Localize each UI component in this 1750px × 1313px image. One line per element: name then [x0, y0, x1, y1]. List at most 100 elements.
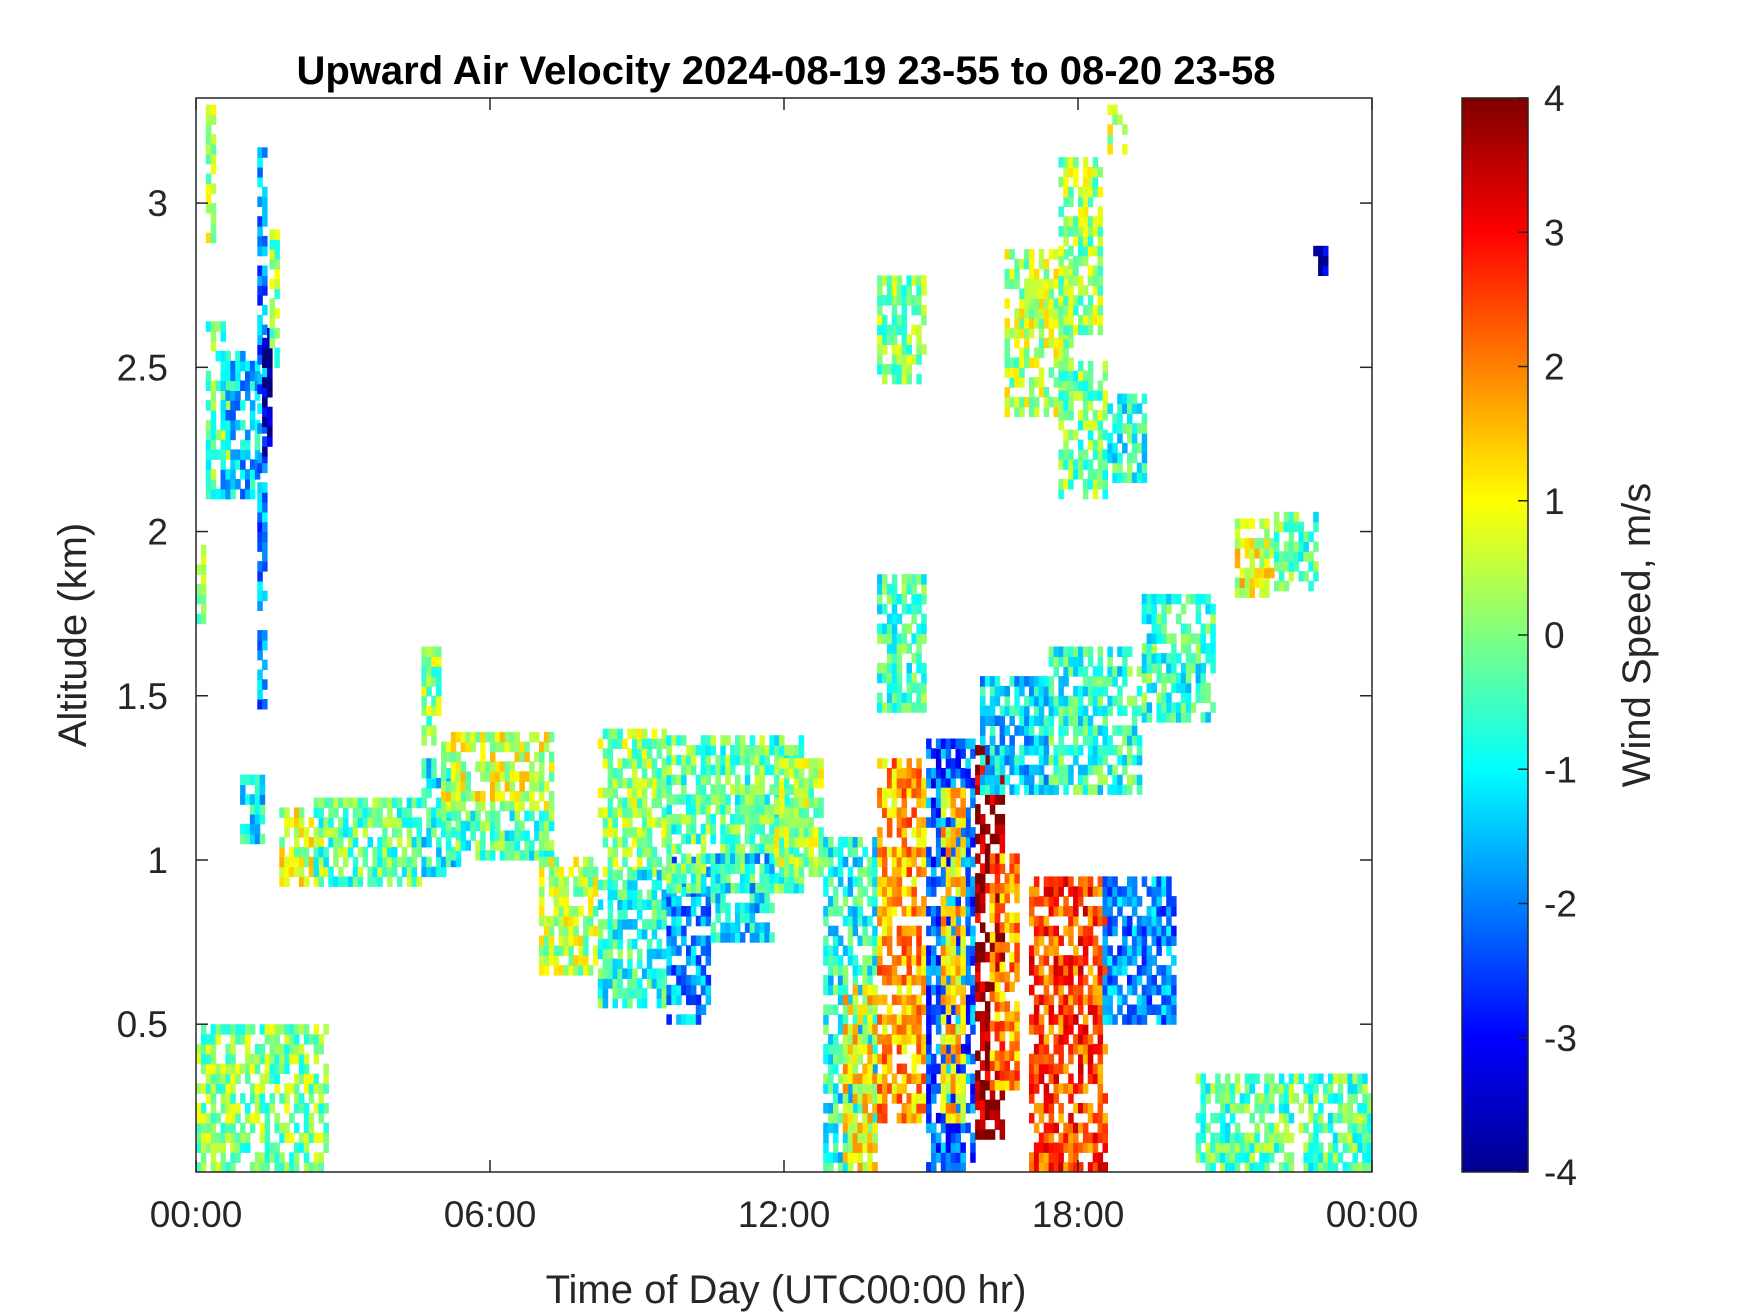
- heatmap-cell: [1171, 984, 1177, 996]
- heatmap-cell: [1082, 676, 1089, 687]
- heatmap-cell: [588, 886, 594, 897]
- heatmap-cell: [367, 817, 373, 828]
- heatmap-cell: [1019, 367, 1025, 378]
- heatmap-cell: [200, 1024, 207, 1035]
- heatmap-cell: [240, 360, 246, 372]
- heatmap-cell: [671, 735, 677, 746]
- heatmap-cell: [1131, 715, 1138, 726]
- heatmap-cell: [436, 846, 442, 858]
- heatmap-cell: [1092, 915, 1099, 927]
- heatmap-cell: [1043, 784, 1050, 795]
- heatmap-cell: [975, 745, 981, 756]
- heatmap-cell: [940, 896, 947, 907]
- heatmap-cell: [999, 843, 1006, 855]
- heatmap-cell: [1038, 288, 1045, 299]
- heatmap-cell: [857, 1073, 863, 1084]
- heatmap-cell: [906, 994, 912, 1006]
- heatmap-cell: [891, 613, 898, 625]
- heatmap-cell: [1259, 538, 1265, 549]
- heatmap-cell: [1117, 403, 1123, 414]
- heatmap-cell: [1063, 896, 1069, 907]
- heatmap-cell: [583, 866, 589, 878]
- heatmap-cell: [877, 837, 883, 848]
- heatmap-cell: [1033, 1073, 1040, 1084]
- heatmap-cell: [1176, 712, 1182, 723]
- heatmap-cell: [622, 807, 628, 818]
- heatmap-cell: [1058, 1004, 1064, 1015]
- heatmap-cell: [1176, 702, 1182, 713]
- heatmap-cell: [490, 771, 496, 782]
- heatmap-cell: [1117, 1004, 1123, 1015]
- heatmap-cell: [735, 902, 741, 914]
- heatmap-cell: [1283, 541, 1290, 552]
- heatmap-cell: [494, 741, 501, 753]
- heatmap-cell: [308, 837, 315, 848]
- heatmap-cell: [710, 932, 716, 943]
- heatmap-cell: [970, 787, 976, 799]
- heatmap-cell: [1161, 886, 1167, 897]
- heatmap-cell: [744, 883, 751, 894]
- heatmap-cell: [921, 584, 927, 595]
- heatmap-cell: [480, 850, 486, 861]
- heatmap-cell: [759, 922, 765, 933]
- heatmap-cell: [1058, 226, 1064, 237]
- heatmap-cell: [695, 955, 702, 966]
- heatmap-cell: [1112, 886, 1118, 897]
- heatmap-cell: [205, 1083, 212, 1094]
- heatmap-cell: [196, 1103, 202, 1114]
- heatmap-cell: [1195, 633, 1202, 644]
- heatmap-cell: [1073, 1103, 1079, 1114]
- heatmap-cell: [1058, 1034, 1064, 1045]
- heatmap-cell: [1102, 725, 1108, 736]
- heatmap-cell: [1048, 1014, 1055, 1025]
- heatmap-cell: [563, 896, 569, 907]
- heatmap-cell: [891, 344, 898, 355]
- heatmap-cell: [980, 764, 986, 776]
- heatmap-cell: [1058, 656, 1064, 667]
- heatmap-cell: [1102, 1142, 1108, 1153]
- heatmap-cell: [426, 866, 432, 878]
- heatmap-cell: [774, 797, 780, 809]
- heatmap-cell: [656, 797, 663, 809]
- heatmap-cell: [710, 892, 716, 904]
- heatmap-cell: [1063, 764, 1069, 776]
- heatmap-cell: [980, 1129, 986, 1140]
- heatmap-cell: [230, 1132, 236, 1144]
- heatmap-cell: [744, 912, 751, 923]
- heatmap-cell: [749, 922, 756, 933]
- heatmap-cell: [210, 1024, 217, 1035]
- heatmap-cell: [975, 981, 981, 992]
- heatmap-cell: [1092, 906, 1099, 917]
- heatmap-cell: [906, 906, 912, 917]
- heatmap-cell: [901, 1034, 908, 1045]
- heatmap-cell: [249, 419, 256, 431]
- heatmap-cell: [955, 768, 961, 779]
- heatmap-cell: [1112, 423, 1118, 434]
- heatmap-cell: [1117, 896, 1123, 907]
- heatmap-cell: [1087, 245, 1094, 257]
- heatmap-cell: [965, 974, 971, 986]
- heatmap-cell: [882, 876, 888, 887]
- heatmap-cell: [529, 850, 535, 861]
- heatmap-cell: [1288, 511, 1295, 523]
- heatmap-cell: [896, 1014, 903, 1025]
- heatmap-cell: [921, 623, 927, 634]
- heatmap-cell: [965, 768, 971, 779]
- heatmap-cell: [955, 1132, 961, 1144]
- heatmap-cell: [499, 840, 506, 851]
- heatmap-cell: [999, 764, 1006, 776]
- heatmap-cell: [1102, 955, 1108, 966]
- heatmap-cell: [421, 856, 427, 868]
- heatmap-cell: [852, 1073, 859, 1084]
- heatmap-cell: [1092, 935, 1099, 946]
- heatmap-cell: [1097, 1073, 1104, 1084]
- heatmap-cell: [1004, 745, 1010, 756]
- heatmap-cell: [720, 932, 726, 943]
- heatmap-cell: [514, 800, 520, 812]
- heatmap-cell: [1087, 906, 1094, 917]
- heatmap-cell: [1068, 974, 1074, 986]
- heatmap-cell: [994, 764, 1001, 776]
- heatmap-cell: [602, 837, 609, 848]
- heatmap-cell: [470, 830, 476, 841]
- heatmap-cell: [935, 758, 942, 769]
